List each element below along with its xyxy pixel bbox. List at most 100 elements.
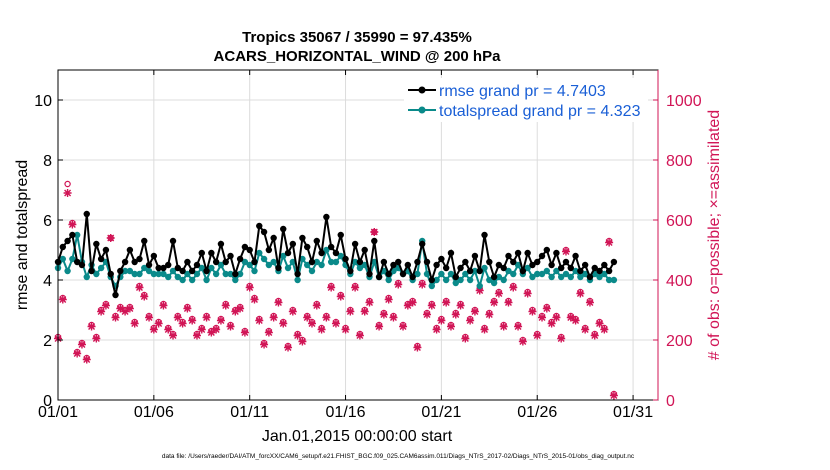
- totalspread-point: [572, 267, 579, 275]
- rmse-point: [227, 252, 234, 260]
- obs-assimilated-point: [159, 301, 168, 310]
- rmse-point: [404, 261, 412, 269]
- rmse-point: [174, 264, 182, 272]
- x-tick-label: 01/26: [517, 404, 557, 421]
- rmse-point: [529, 261, 536, 269]
- totalspread-point: [265, 261, 273, 269]
- totalspread-point: [284, 264, 292, 272]
- totalspread-point: [141, 264, 148, 272]
- rmse-point: [198, 249, 205, 257]
- totalspread-point: [462, 270, 469, 278]
- rmse-point: [232, 270, 239, 278]
- obs-assimilated-point: [154, 319, 163, 328]
- rmse-point: [83, 210, 90, 218]
- rmse-point: [562, 258, 570, 266]
- rmse-point: [601, 261, 608, 269]
- rmse-point: [169, 237, 177, 245]
- totalspread-point: [304, 261, 311, 269]
- totalspread-point: [495, 273, 503, 281]
- plot-area: [54, 180, 618, 400]
- obs-assimilated-point: [145, 313, 154, 322]
- rmse-point: [284, 249, 292, 257]
- totalspread-point: [59, 255, 66, 263]
- totalspread-point: [318, 261, 325, 269]
- legend-box: [404, 78, 648, 122]
- totalspread-point: [232, 276, 239, 284]
- totalspread-point: [327, 258, 335, 266]
- obs-assimilated-point: [403, 301, 412, 310]
- rmse-point: [342, 255, 349, 263]
- totalspread-point: [610, 276, 618, 284]
- rmse-point: [462, 258, 469, 266]
- obs-assimilated-point: [58, 295, 67, 304]
- obs-assimilated-point: [571, 316, 580, 325]
- obs-assimilated-point: [173, 313, 182, 322]
- obs-assimilated-point: [437, 316, 446, 325]
- obs-assimilated-point: [595, 319, 604, 328]
- obs-assimilated-point: [394, 280, 403, 289]
- obs-assimilated-point: [375, 322, 384, 331]
- y-tick-label-right: 600: [666, 213, 693, 230]
- obs-assimilated-point: [255, 316, 264, 325]
- rmse-point: [428, 276, 436, 284]
- obs-assimilated-point: [336, 292, 345, 301]
- rmse-point: [275, 264, 282, 272]
- totalspread-point: [155, 270, 162, 278]
- rmse-point: [155, 264, 162, 272]
- rmse-point: [299, 234, 306, 242]
- rmse-point: [548, 261, 555, 269]
- obs-assimilated-point: [125, 304, 134, 313]
- rmse-point: [510, 258, 517, 266]
- obs-assimilated-point: [585, 298, 594, 307]
- totalspread-point: [145, 267, 153, 275]
- obs-assimilated-point: [605, 238, 614, 247]
- rmse-point: [265, 246, 273, 254]
- totalspread-point: [97, 264, 105, 272]
- y-tick-label-left: 10: [34, 93, 52, 110]
- totalspread-point: [203, 276, 210, 284]
- obs-assimilated-point: [250, 295, 259, 304]
- obs-assimilated-point: [470, 307, 479, 316]
- obs-assimilated-point: [63, 189, 72, 197]
- rmse-point: [390, 261, 397, 269]
- totalspread-point: [581, 270, 589, 278]
- rmse-point: [433, 261, 440, 269]
- totalspread-point: [438, 270, 445, 278]
- rmse-point: [107, 270, 114, 278]
- rmse-point: [313, 237, 320, 245]
- obs-assimilated-point: [284, 343, 293, 352]
- obs-assimilated-point: [542, 304, 551, 313]
- obs-assimilated-point: [418, 280, 427, 289]
- obs-assimilated-point: [461, 334, 470, 343]
- obs-assimilated-point: [538, 313, 547, 322]
- totalspread-point: [605, 276, 613, 284]
- rmse-point: [438, 255, 445, 263]
- rmse-point: [351, 240, 359, 248]
- rmse-point: [270, 234, 277, 242]
- rmse-point: [476, 267, 483, 275]
- rmse-point: [586, 273, 594, 281]
- totalspread-point: [385, 276, 392, 284]
- obs-assimilated-point: [355, 331, 364, 340]
- rmse-point: [121, 258, 129, 266]
- legend-label-spread: totalspread grand pr = 4.323: [439, 103, 641, 120]
- data-file-footer: data file: /Users/raeder/DAI/ATM_forcXX/…: [162, 453, 635, 460]
- obs-assimilated-point: [274, 298, 283, 307]
- rmse-point: [289, 240, 297, 248]
- obs-assimilated-point: [207, 328, 216, 337]
- rmse-point: [318, 249, 325, 257]
- totalspread-point: [256, 249, 263, 257]
- x-tick-label: 01/06: [134, 404, 174, 421]
- obs-assimilated-point: [379, 310, 388, 319]
- totalspread-point: [160, 270, 167, 278]
- obs-assimilated-point: [97, 307, 106, 316]
- rmse-point: [524, 249, 531, 257]
- totalspread-point: [93, 270, 100, 278]
- obs-assimilated-point: [346, 307, 355, 316]
- totalspread-point: [452, 279, 459, 287]
- obs-assimilated-point: [101, 301, 110, 310]
- rmse-point: [380, 258, 388, 266]
- y-tick-label-left: 2: [43, 333, 52, 350]
- obs-assimilated-point: [490, 298, 499, 307]
